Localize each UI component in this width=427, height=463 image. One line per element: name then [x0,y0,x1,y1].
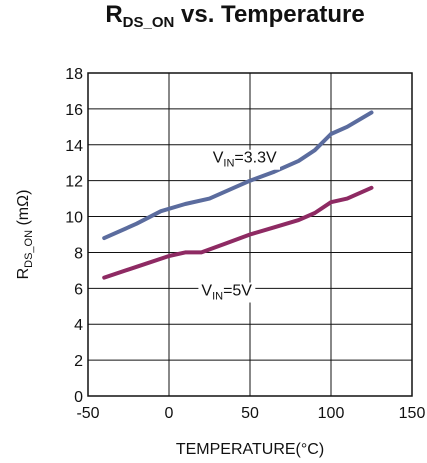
y-axis-label-subscript: DS_ON [23,230,35,268]
series-1-label-subscript: IN [223,158,234,170]
series-1-label: VIN=3.3V [213,150,277,170]
series-2-label-background [198,282,256,303]
x-tick-label: 0 [165,405,174,422]
y-tick-label: 10 [65,210,83,227]
series-line-2 [102,185,374,280]
annotations: VIN=3.3V VIN=5V [198,149,280,303]
plot-frame [87,72,413,397]
y-tick-label: 4 [74,317,83,334]
series-2-label-rest: =5V [223,283,252,300]
x-tick-label: 100 [318,405,345,422]
chart-title-subscript: DS_ON [123,14,175,31]
series-2-label-subscript: IN [212,291,223,303]
series-1-label-background [209,149,280,170]
chart-title-main: R [105,1,122,28]
series-2-label: VIN=5V [201,283,252,303]
chart-title-rest: vs. Temperature [174,1,364,28]
y-tick-label: 18 [65,66,83,83]
y-tick-label: 14 [65,138,83,155]
series-1-label-rest: =3.3V [234,150,277,167]
series-1-label-main: V [213,150,224,167]
y-tick-label: 0 [74,389,83,406]
chart-title: RDS_ON vs. Temperature [105,1,364,31]
y-axis-label-rest: (mΩ) [15,190,32,230]
x-tick-label: 150 [399,405,426,422]
x-tick-label: -50 [76,405,99,422]
series-2-label-main: V [201,283,212,300]
x-axis-label: TEMPERATURE(°C) [176,441,324,458]
y-tick-label: 12 [65,174,83,191]
y-axis-label-main: R [15,268,32,280]
x-tick-label: 50 [241,405,259,422]
y-tick-label: 8 [74,245,83,262]
y-tick-label: 6 [74,281,83,298]
series-layer [102,110,374,280]
y-axis-label: RDS_ON (mΩ) [15,190,35,280]
y-tick-label: 16 [65,102,83,119]
y-tick-label: 2 [74,353,83,370]
series-line-1 [102,110,374,241]
